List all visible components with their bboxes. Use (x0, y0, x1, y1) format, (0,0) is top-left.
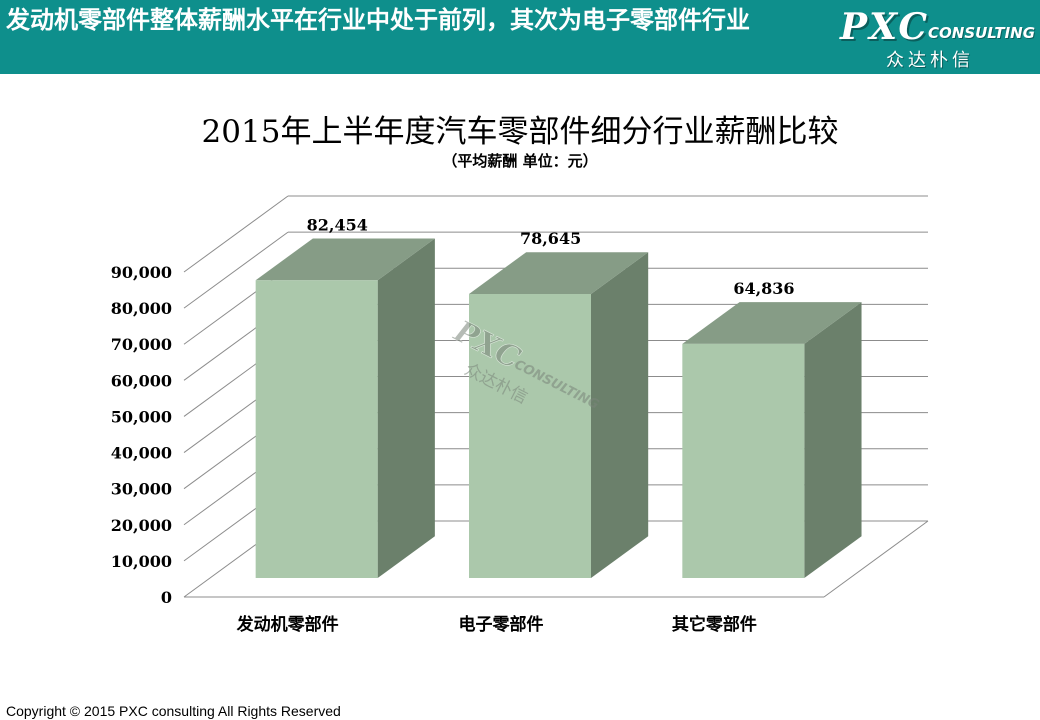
bar-front-face (682, 343, 805, 578)
bar-front-face (469, 294, 591, 578)
chart-bars (255, 238, 862, 578)
y-tick-label: 70,000 (111, 335, 172, 354)
y-tick-label: 90,000 (111, 263, 172, 282)
bar-side-face (591, 252, 649, 578)
y-tick-label: 20,000 (111, 516, 172, 535)
gridline-side (183, 195, 289, 273)
data-label: 82,454 (307, 215, 368, 234)
x-category-label: 其它零部件 (672, 614, 757, 635)
bar-front-face (255, 280, 378, 578)
chart-subtitle: （平均薪酬 单位：元） (442, 152, 598, 170)
floor-right-edge (823, 520, 929, 598)
data-label: 78,645 (520, 229, 581, 248)
header-bar: 发动机零部件整体薪酬水平在行业中处于前列，其次为电子零部件行业 PXC CONS… (0, 0, 1040, 74)
logo-sub-text: CONSULTING (928, 24, 1036, 42)
bar-top-face (469, 252, 649, 295)
x-category-label: 发动机零部件 (236, 614, 339, 635)
bar-top-face (682, 302, 862, 344)
y-tick-label: 30,000 (111, 480, 172, 499)
y-tick-label: 50,000 (111, 407, 172, 426)
chart-labels: 0 10,000 20,000 30,000 40,000 50,000 60,000 70,… (111, 215, 795, 635)
logo-chinese-text: 众达朴信 (886, 50, 974, 71)
chart-title: 2015年上半年度汽车零部件细分行业薪酬比较 (201, 114, 839, 150)
data-label: 64,836 (733, 279, 794, 298)
bar-side-face (804, 302, 862, 578)
x-category-label: 电子零部件 (459, 614, 544, 635)
y-tick-label: 80,000 (111, 299, 172, 318)
bar-2 (469, 252, 649, 578)
page-title: 发动机零部件整体薪酬水平在行业中处于前列，其次为电子零部件行业 (6, 6, 750, 34)
gridline-side (183, 231, 289, 309)
bar-top-face (255, 238, 435, 281)
copyright-footer: Copyright © 2015 PXC consulting All Righ… (6, 703, 341, 719)
bar-side-face (377, 238, 435, 578)
y-tick-label: 60,000 (111, 371, 172, 390)
bar-1 (255, 238, 435, 578)
logo-main-text: PXC (840, 6, 930, 48)
y-tick-label: 40,000 (111, 444, 172, 463)
y-tick-label: 10,000 (111, 552, 172, 571)
bar-3 (682, 302, 862, 578)
y-tick-label: 0 (161, 588, 172, 607)
pxc-logo: PXC CONSULTING 众达朴信 (836, 6, 1036, 71)
